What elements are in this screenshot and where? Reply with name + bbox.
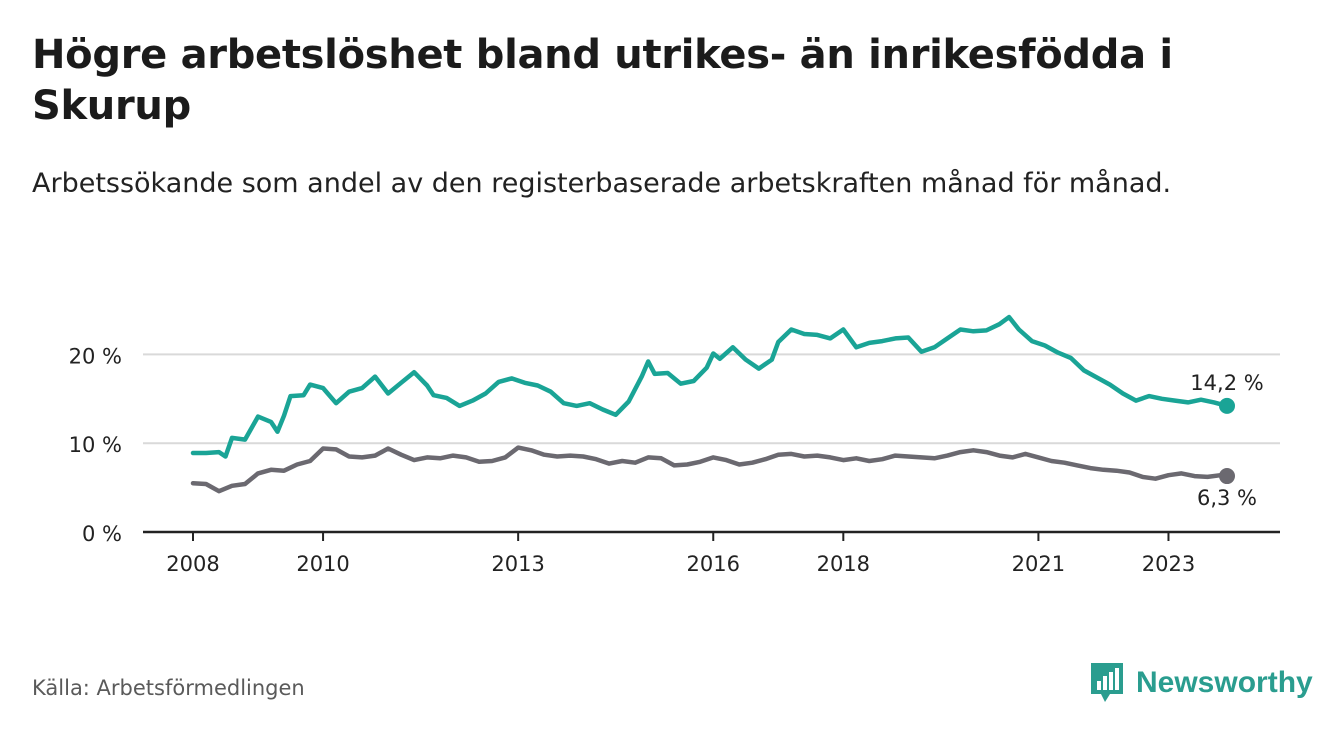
series-line-utlandsfodda — [190, 314, 1230, 459]
newsworthy-logo-icon — [1091, 663, 1123, 702]
end-value-label: 14,2 % — [1190, 371, 1263, 395]
y-tick-label: 10 % — [69, 433, 122, 457]
y-tick-label: 20 % — [69, 344, 122, 368]
y-tick-label: 0 % — [82, 522, 122, 546]
x-tick-label: 2018 — [817, 552, 870, 576]
gridlines — [143, 353, 1280, 445]
brand-name: Newsworthy — [1136, 666, 1313, 699]
x-tick-label: 2010 — [296, 552, 349, 576]
end-value-label: 6,3 % — [1197, 486, 1257, 510]
chart-subtitle: Arbetssökande som andel av den registerb… — [32, 168, 1172, 199]
line-chart: 0 %10 %20 %2008 2010 2013 2016 2018 2021 2023 … — [69, 314, 1280, 576]
series-end-point — [1219, 468, 1235, 485]
series-labels: 14,2 %Utlandsfödda6,3 %Total arbetslöshe… — [1190, 371, 1263, 510]
x-tick-label: 2021 — [1012, 552, 1065, 576]
x-tick-label: 2016 — [687, 552, 740, 576]
chart-title: Högre arbetslöshet bland utrikes- än inr… — [32, 32, 1173, 129]
brand-logo: Newsworthy — [1088, 661, 1313, 705]
source-note: Källa: Arbetsförmedlingen — [32, 676, 305, 700]
series-lines — [190, 314, 1235, 494]
x-tick-label: 2013 — [491, 552, 544, 576]
x-tick-label: 2023 — [1142, 552, 1195, 576]
series-line-total — [190, 445, 1230, 494]
axes: 0 % 10 % 20 % 2008 2010 2013 2016 2018 2021 2023 — [69, 344, 1280, 576]
series-end-point — [1219, 397, 1235, 414]
x-tick-label: 2008 — [166, 552, 219, 576]
